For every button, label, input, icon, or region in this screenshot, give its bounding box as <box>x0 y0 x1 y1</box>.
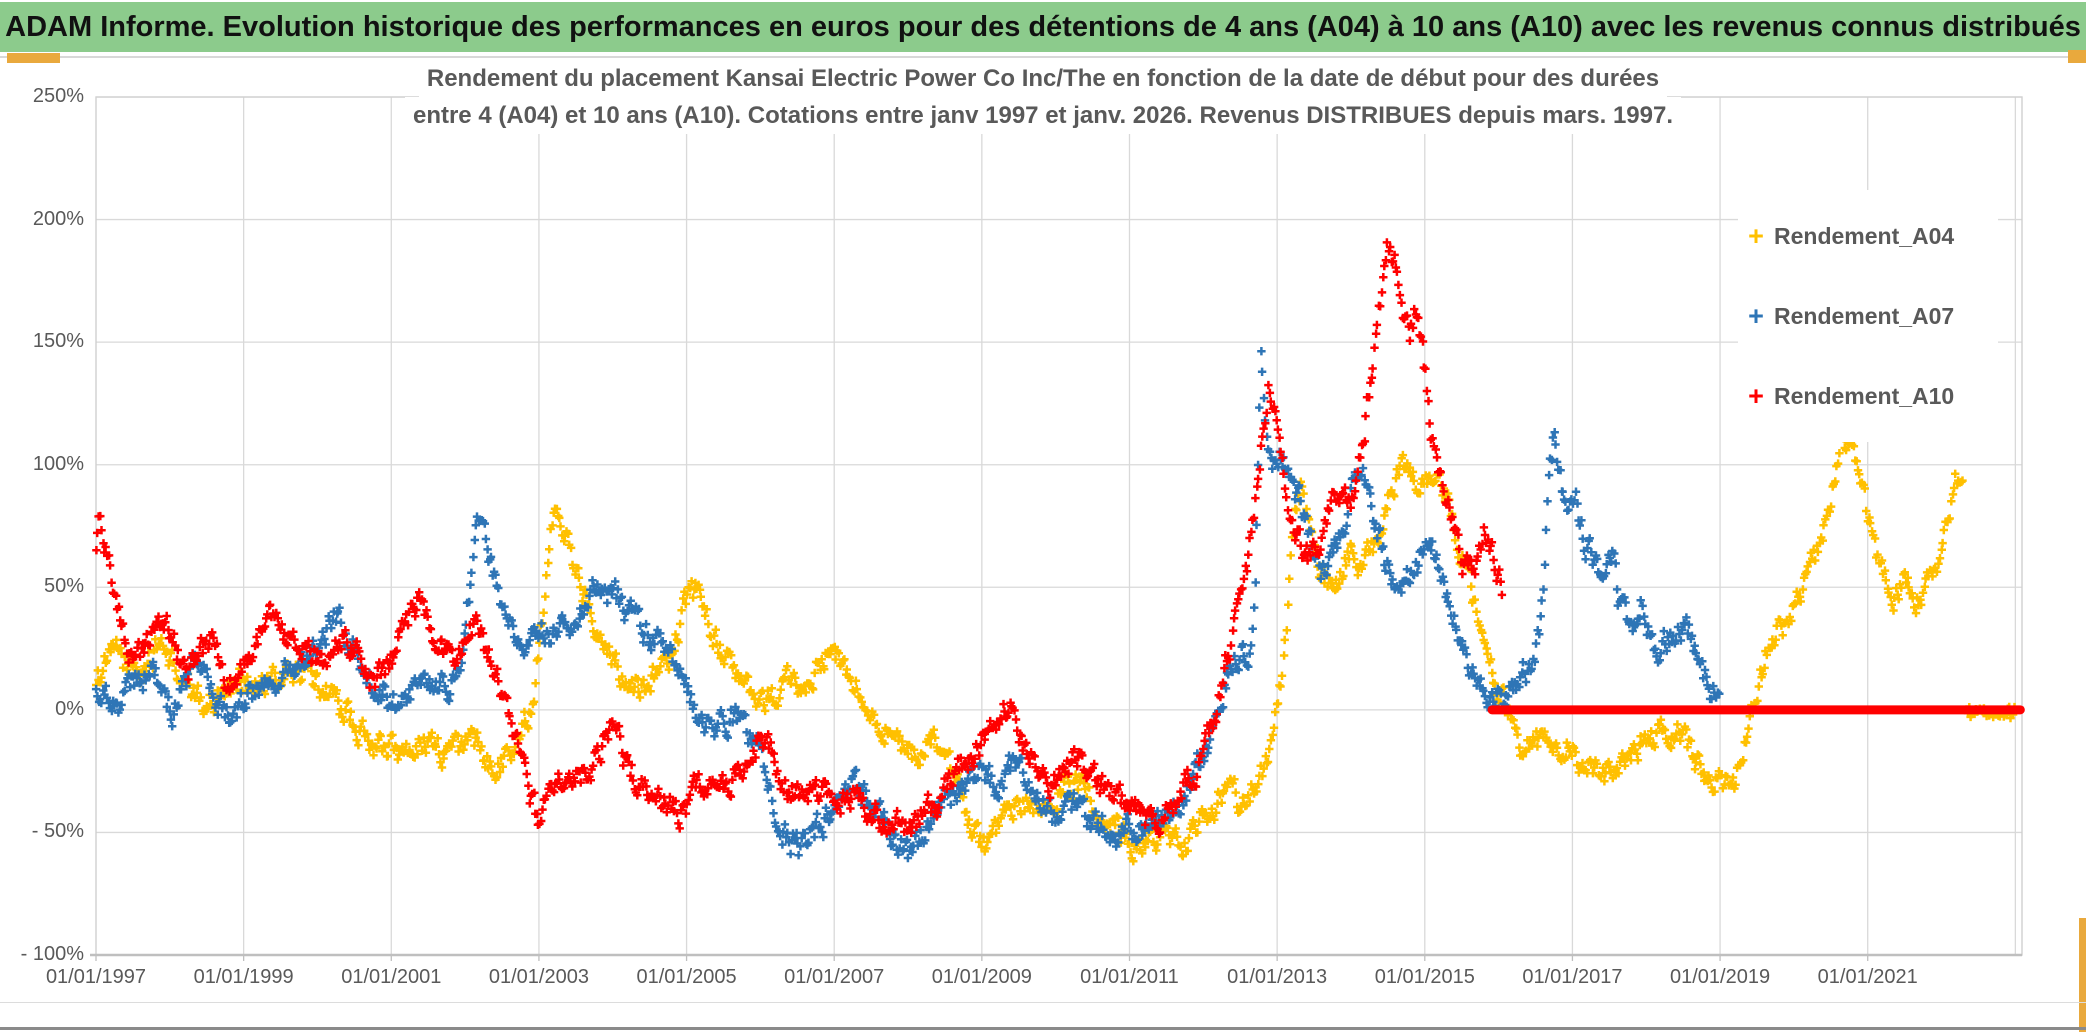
chart-title-line2: entre 4 (A04) et 10 ans (A10). Cotations… <box>404 97 1682 134</box>
banner-title: ADAM Informe. Evolution historique des p… <box>5 10 2081 43</box>
y-axis-label: - 50% <box>31 820 84 843</box>
chart-title: Rendement du placement Kansai Electric P… <box>343 60 1743 134</box>
legend-label: Rendement_A10 <box>1774 382 1955 409</box>
y-axis-label: 250% <box>32 85 84 107</box>
legend: + Rendement_A04 + Rendement_A07 + Rendem… <box>1738 190 1998 442</box>
x-axis-label: 01/01/2019 <box>1670 966 1771 988</box>
chart-title-line1: Rendement du placement Kansai Electric P… <box>418 60 1668 97</box>
x-axis-label: 01/01/2017 <box>1522 966 1623 988</box>
accent-marker-top-right <box>2068 50 2086 63</box>
legend-label: Rendement_A04 <box>1774 222 1955 249</box>
x-axis-label: 01/01/2021 <box>1817 966 1918 988</box>
plus-marker-icon: + <box>1748 380 1764 411</box>
x-axis-label: 01/01/2011 <box>1080 966 1179 988</box>
x-axis-label: 01/01/1997 <box>45 966 147 988</box>
y-axis-label: 200% <box>32 207 84 230</box>
plus-marker-icon: + <box>1748 220 1764 251</box>
y-axis-label: 100% <box>32 452 84 475</box>
y-axis-label: 150% <box>32 330 84 353</box>
x-axis-label: 01/01/2007 <box>784 966 885 988</box>
banner-separator <box>0 56 2086 58</box>
x-axis-label: 01/01/2001 <box>341 966 442 988</box>
y-axis-label: - 100% <box>20 943 84 965</box>
footer-bar <box>0 1027 2086 1030</box>
series-points-rendement_a10 <box>92 238 1507 838</box>
legend-item-a10[interactable]: + Rendement_A10 <box>1738 356 1998 436</box>
x-axis-label: 01/01/1999 <box>193 966 294 988</box>
x-axis-label: 01/01/2003 <box>488 966 589 988</box>
y-axis-label: 0% <box>55 697 84 720</box>
x-axis-label: 01/01/2013 <box>1227 966 1328 988</box>
series-points-rendement_a04 <box>92 415 2019 866</box>
x-axis-label: 01/01/2009 <box>931 966 1032 988</box>
title-banner: ADAM Informe. Evolution historique des p… <box>0 2 2086 52</box>
y-axis-label: 50% <box>43 575 84 598</box>
series-points-rendement_a07 <box>91 347 1724 863</box>
x-axis-label: 01/01/2015 <box>1374 966 1475 988</box>
accent-marker-right-edge <box>2079 918 2086 1032</box>
legend-item-a04[interactable]: + Rendement_A04 <box>1738 196 1998 276</box>
legend-item-a07[interactable]: + Rendement_A07 <box>1738 276 1998 356</box>
zero-value-line <box>1487 705 2025 715</box>
legend-label: Rendement_A07 <box>1774 302 1955 329</box>
plus-marker-icon: + <box>1748 300 1764 331</box>
x-axis-label: 01/01/2005 <box>636 966 737 988</box>
plot-border <box>95 96 2023 956</box>
footer-separator <box>0 1002 2086 1003</box>
accent-marker-top-left <box>7 53 60 63</box>
